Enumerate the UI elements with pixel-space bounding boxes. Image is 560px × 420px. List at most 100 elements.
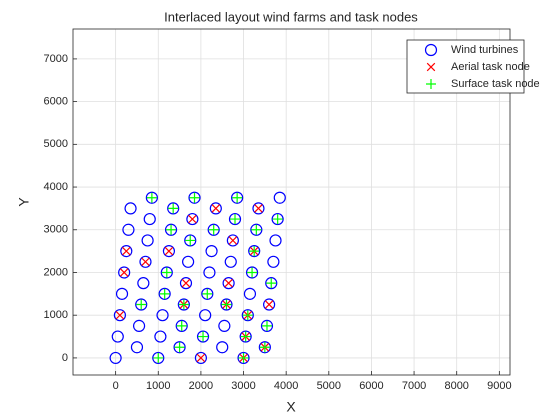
aerial-marker: [196, 353, 206, 363]
surface-marker: [261, 320, 272, 331]
surface-marker: [208, 224, 219, 235]
turbine-marker: [115, 287, 129, 300]
aerial-marker: [254, 204, 263, 213]
turbine-marker: [156, 309, 169, 322]
turbine-marker: [162, 245, 176, 258]
legend-box: [406, 39, 525, 94]
turbine-marker: [145, 191, 158, 204]
y-tick-label: 2000: [44, 266, 68, 278]
surface-marker: [230, 214, 241, 225]
surface-marker: [178, 299, 189, 310]
turbine-marker: [130, 341, 144, 354]
aerial-marker: [224, 278, 233, 288]
turbine-marker: [207, 223, 220, 236]
turbine-marker: [258, 341, 271, 354]
legend-label: Wind turbines: [451, 44, 519, 56]
turbine-marker: [173, 341, 186, 354]
turbine-marker: [186, 212, 199, 226]
turbine-marker: [124, 202, 137, 215]
turbine-marker: [111, 330, 124, 343]
turbine-marker: [135, 298, 148, 311]
aerial-marker: [115, 310, 125, 320]
surface-marker: [266, 278, 277, 289]
surface-marker: [198, 331, 209, 342]
turbine-marker: [231, 191, 244, 204]
x-tick-label: 2000: [189, 380, 213, 392]
x-tick-label: 0: [113, 380, 119, 392]
surface-marker: [189, 192, 200, 203]
aerial-marker: [122, 246, 131, 256]
turbine-marker: [188, 191, 201, 204]
x-axis-label: X: [286, 399, 296, 415]
turbine-marker: [120, 245, 133, 258]
turbine-marker: [158, 287, 171, 300]
turbine-marker: [263, 298, 276, 311]
x-tick-label: 9000: [487, 380, 511, 392]
marks: [109, 191, 286, 365]
y-tick-label: 7000: [44, 53, 68, 65]
surface-marker: [242, 310, 253, 321]
y-tick-label: 0: [62, 352, 68, 364]
turbine-marker: [196, 330, 210, 343]
y-axis-label: Y: [16, 197, 32, 207]
turbine-marker: [201, 287, 214, 300]
aerial-marker: [141, 257, 150, 267]
turbine-marker: [237, 351, 250, 365]
turbine-marker: [143, 212, 156, 226]
turbine-marker: [141, 234, 154, 247]
chart-title: Interlaced layout wind farms and task no…: [164, 9, 418, 24]
axes-box: [72, 28, 511, 376]
legend: Wind turbines Aerial task node Surface tas…: [406, 39, 540, 94]
turbine-marker: [179, 277, 193, 290]
surface-marker: [221, 299, 232, 310]
turbine-marker: [122, 223, 135, 236]
x-tick-label: 8000: [444, 380, 468, 392]
turbine-marker: [228, 212, 242, 226]
surface-marker: [185, 235, 196, 246]
turbine-marker: [175, 319, 188, 332]
surface-marker: [251, 224, 262, 235]
turbine-marker: [424, 43, 438, 57]
turbine-marker: [184, 234, 197, 247]
legend-label: Aerial task node: [451, 61, 530, 73]
turbine-marker: [239, 330, 252, 343]
surface-marker: [168, 203, 179, 214]
turbine-marker: [152, 351, 165, 365]
surface-marker: [146, 192, 157, 203]
turbine-marker: [243, 287, 257, 300]
turbine-marker: [167, 202, 180, 215]
aerial-marker: [119, 268, 129, 277]
aerial-marker: [188, 214, 197, 224]
turbine-marker: [132, 319, 146, 332]
turbine-marker: [248, 245, 261, 258]
turbine-marker: [177, 298, 190, 311]
aerial-marker: [164, 246, 174, 256]
turbine-marker: [160, 266, 173, 279]
aerial-marker: [426, 62, 436, 72]
turbine-marker: [250, 223, 263, 236]
turbine-marker: [245, 266, 259, 279]
turbine-marker: [194, 351, 208, 365]
y-tick-label: 3000: [44, 224, 68, 236]
turbine-marker: [260, 319, 274, 332]
surface-marker: [232, 192, 243, 203]
turbine-marker: [241, 309, 254, 322]
surface-marker: [272, 214, 283, 225]
turbine-marker: [164, 223, 178, 236]
surface-marker: [238, 352, 249, 363]
turbine-marker: [203, 266, 216, 279]
turbine-marker: [209, 202, 222, 215]
surface-marker: [136, 299, 147, 310]
turbine-marker: [222, 277, 235, 290]
x-tick-label: 5000: [317, 380, 341, 392]
y-tick-label: 6000: [44, 96, 68, 108]
surface-marker: [202, 288, 213, 299]
aerial-marker: [181, 278, 191, 288]
surface-marker: [247, 267, 258, 278]
turbine-marker: [252, 202, 265, 215]
y-tick-label: 1000: [44, 309, 68, 321]
aerial-marker: [264, 300, 274, 309]
surface-marker: [159, 288, 170, 299]
